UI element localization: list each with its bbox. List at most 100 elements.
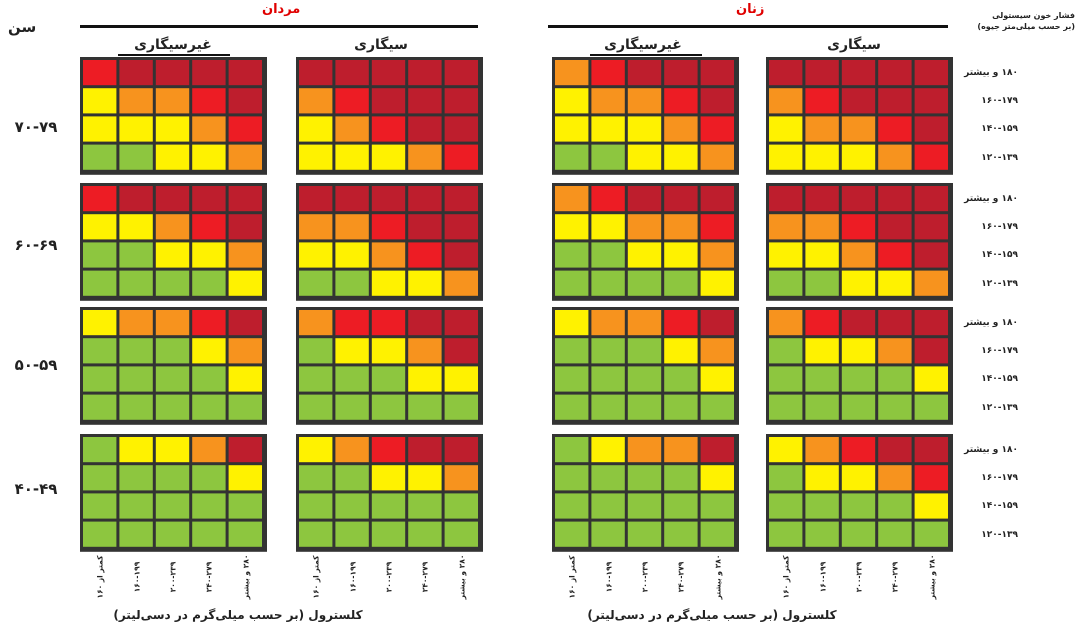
heatmap-cell	[444, 437, 478, 463]
heatmap-cell	[841, 242, 876, 268]
heatmap-cell	[83, 366, 117, 392]
heatmap-cell	[192, 88, 226, 114]
heatmap-cell	[371, 270, 406, 296]
heatmap-cell	[805, 521, 839, 547]
heatmap-cell	[119, 242, 153, 268]
heatmap-cell	[878, 394, 912, 420]
heatmap-cell	[664, 521, 698, 547]
heatmap-cell	[769, 366, 803, 392]
heatmap-cell	[769, 465, 803, 491]
heatmap-cell	[155, 186, 190, 212]
heatmap-cell	[299, 394, 333, 420]
heatmap-cell	[591, 338, 625, 364]
heatmap-cell	[769, 521, 803, 547]
cholesterol-level-label: ۲۴۰-۲۷۹	[204, 561, 214, 593]
heatmap-cell	[192, 338, 226, 364]
heatmap-cell	[408, 521, 442, 547]
bp-level-label: ۱۶۰-۱۷۹	[981, 473, 1018, 484]
heatmap-cell	[444, 338, 478, 364]
heatmap-cell	[627, 437, 662, 463]
men-smoker-label: سیگاری	[354, 37, 408, 53]
heatmap-cell	[805, 366, 839, 392]
heatmap-cell	[700, 144, 734, 170]
heatmap-cell	[555, 116, 589, 142]
heatmap-cell	[155, 394, 190, 420]
heatmap-cell	[119, 144, 153, 170]
heatmap-cell	[228, 242, 262, 268]
heatmap-cell	[627, 88, 662, 114]
heatmap-cell	[119, 186, 153, 212]
heatmap-cell	[841, 521, 876, 547]
heatmap-cell	[878, 270, 912, 296]
heatmap-cell	[700, 338, 734, 364]
heatmap-cell	[228, 338, 262, 364]
heatmap-cell	[228, 493, 262, 519]
heatmap-cell	[664, 465, 698, 491]
heatmap-cell	[627, 214, 662, 240]
women-non-smoker-line	[590, 54, 702, 56]
cholesterol-level-label: ۲۸۰ و بیشتر	[241, 554, 251, 600]
heatmap-cell	[119, 521, 153, 547]
heatmap-cell	[700, 88, 734, 114]
heatmap-cell	[841, 465, 876, 491]
cholesterol-level-label: ۲۰۰-۲۳۹	[640, 561, 650, 593]
heatmap-cell	[119, 116, 153, 142]
bp-level-label: ۱۴۰-۱۵۹	[981, 374, 1018, 385]
heatmap-cell	[192, 270, 226, 296]
heatmap-cell	[192, 465, 226, 491]
heatmap-cell	[878, 310, 912, 336]
heatmap-cell	[805, 465, 839, 491]
heatmap-cell	[444, 60, 478, 86]
heatmap-cell	[83, 186, 117, 212]
heatmap-cell	[335, 242, 369, 268]
heatmap-cell	[83, 60, 117, 86]
cholesterol-title-women: کلسترول (بر حسب میلی‌گرم در دسی‌لیتر)	[587, 608, 837, 622]
heatmap-cell	[841, 394, 876, 420]
cholesterol-level-label: ۲۴۰-۲۷۹	[420, 561, 430, 593]
heatmap-cell	[408, 493, 442, 519]
heatmap-cell	[335, 270, 369, 296]
heatmap-cell	[335, 366, 369, 392]
age-label-70: ۷۰-۷۹	[14, 118, 58, 136]
bp-level-label: ۱۴۰-۱۵۹	[981, 501, 1018, 512]
women-header-line	[548, 25, 948, 28]
heatmap-cell	[335, 310, 369, 336]
heatmap-cell	[155, 493, 190, 519]
heatmap-cell	[119, 214, 153, 240]
heatmap-cell	[335, 521, 369, 547]
heatmap-cell	[444, 242, 478, 268]
heatmap-cell	[408, 270, 442, 296]
heatmap-cell	[841, 437, 876, 463]
heatmap-cell	[627, 270, 662, 296]
heatmap-cell	[299, 116, 333, 142]
heatmap-cell	[555, 186, 589, 212]
heatmap-cell	[408, 465, 442, 491]
heatmap-cell	[299, 521, 333, 547]
heatmap-cell	[408, 214, 442, 240]
heatmap-cell	[914, 88, 948, 114]
heatmap-cell	[299, 493, 333, 519]
heatmap-cell	[408, 116, 442, 142]
heatmap-cell	[591, 366, 625, 392]
heatmap-cell	[700, 465, 734, 491]
heatmap-cell	[769, 242, 803, 268]
heatmap-cell	[914, 214, 948, 240]
heatmap-cell	[83, 493, 117, 519]
heatmap-cell	[408, 242, 442, 268]
heatmap-cell	[555, 366, 589, 392]
heatmap-cell	[444, 186, 478, 212]
heatmap-cell	[444, 493, 478, 519]
heatmap-cell	[408, 88, 442, 114]
heatmap-cell	[335, 465, 369, 491]
heatmap-cell	[228, 437, 262, 463]
heatmap-cell	[192, 437, 226, 463]
heatmap-cell	[119, 310, 153, 336]
cholesterol-level-label: کمتر از ۱۶۰	[311, 555, 321, 599]
heatmap-cell	[627, 242, 662, 268]
heatmap-cell	[555, 521, 589, 547]
heatmap-cell	[444, 88, 478, 114]
heatmap-cell	[335, 338, 369, 364]
heatmap-cell	[769, 394, 803, 420]
bp-level-label: ۱۶۰-۱۷۹	[981, 346, 1018, 357]
heatmap-cell	[841, 366, 876, 392]
